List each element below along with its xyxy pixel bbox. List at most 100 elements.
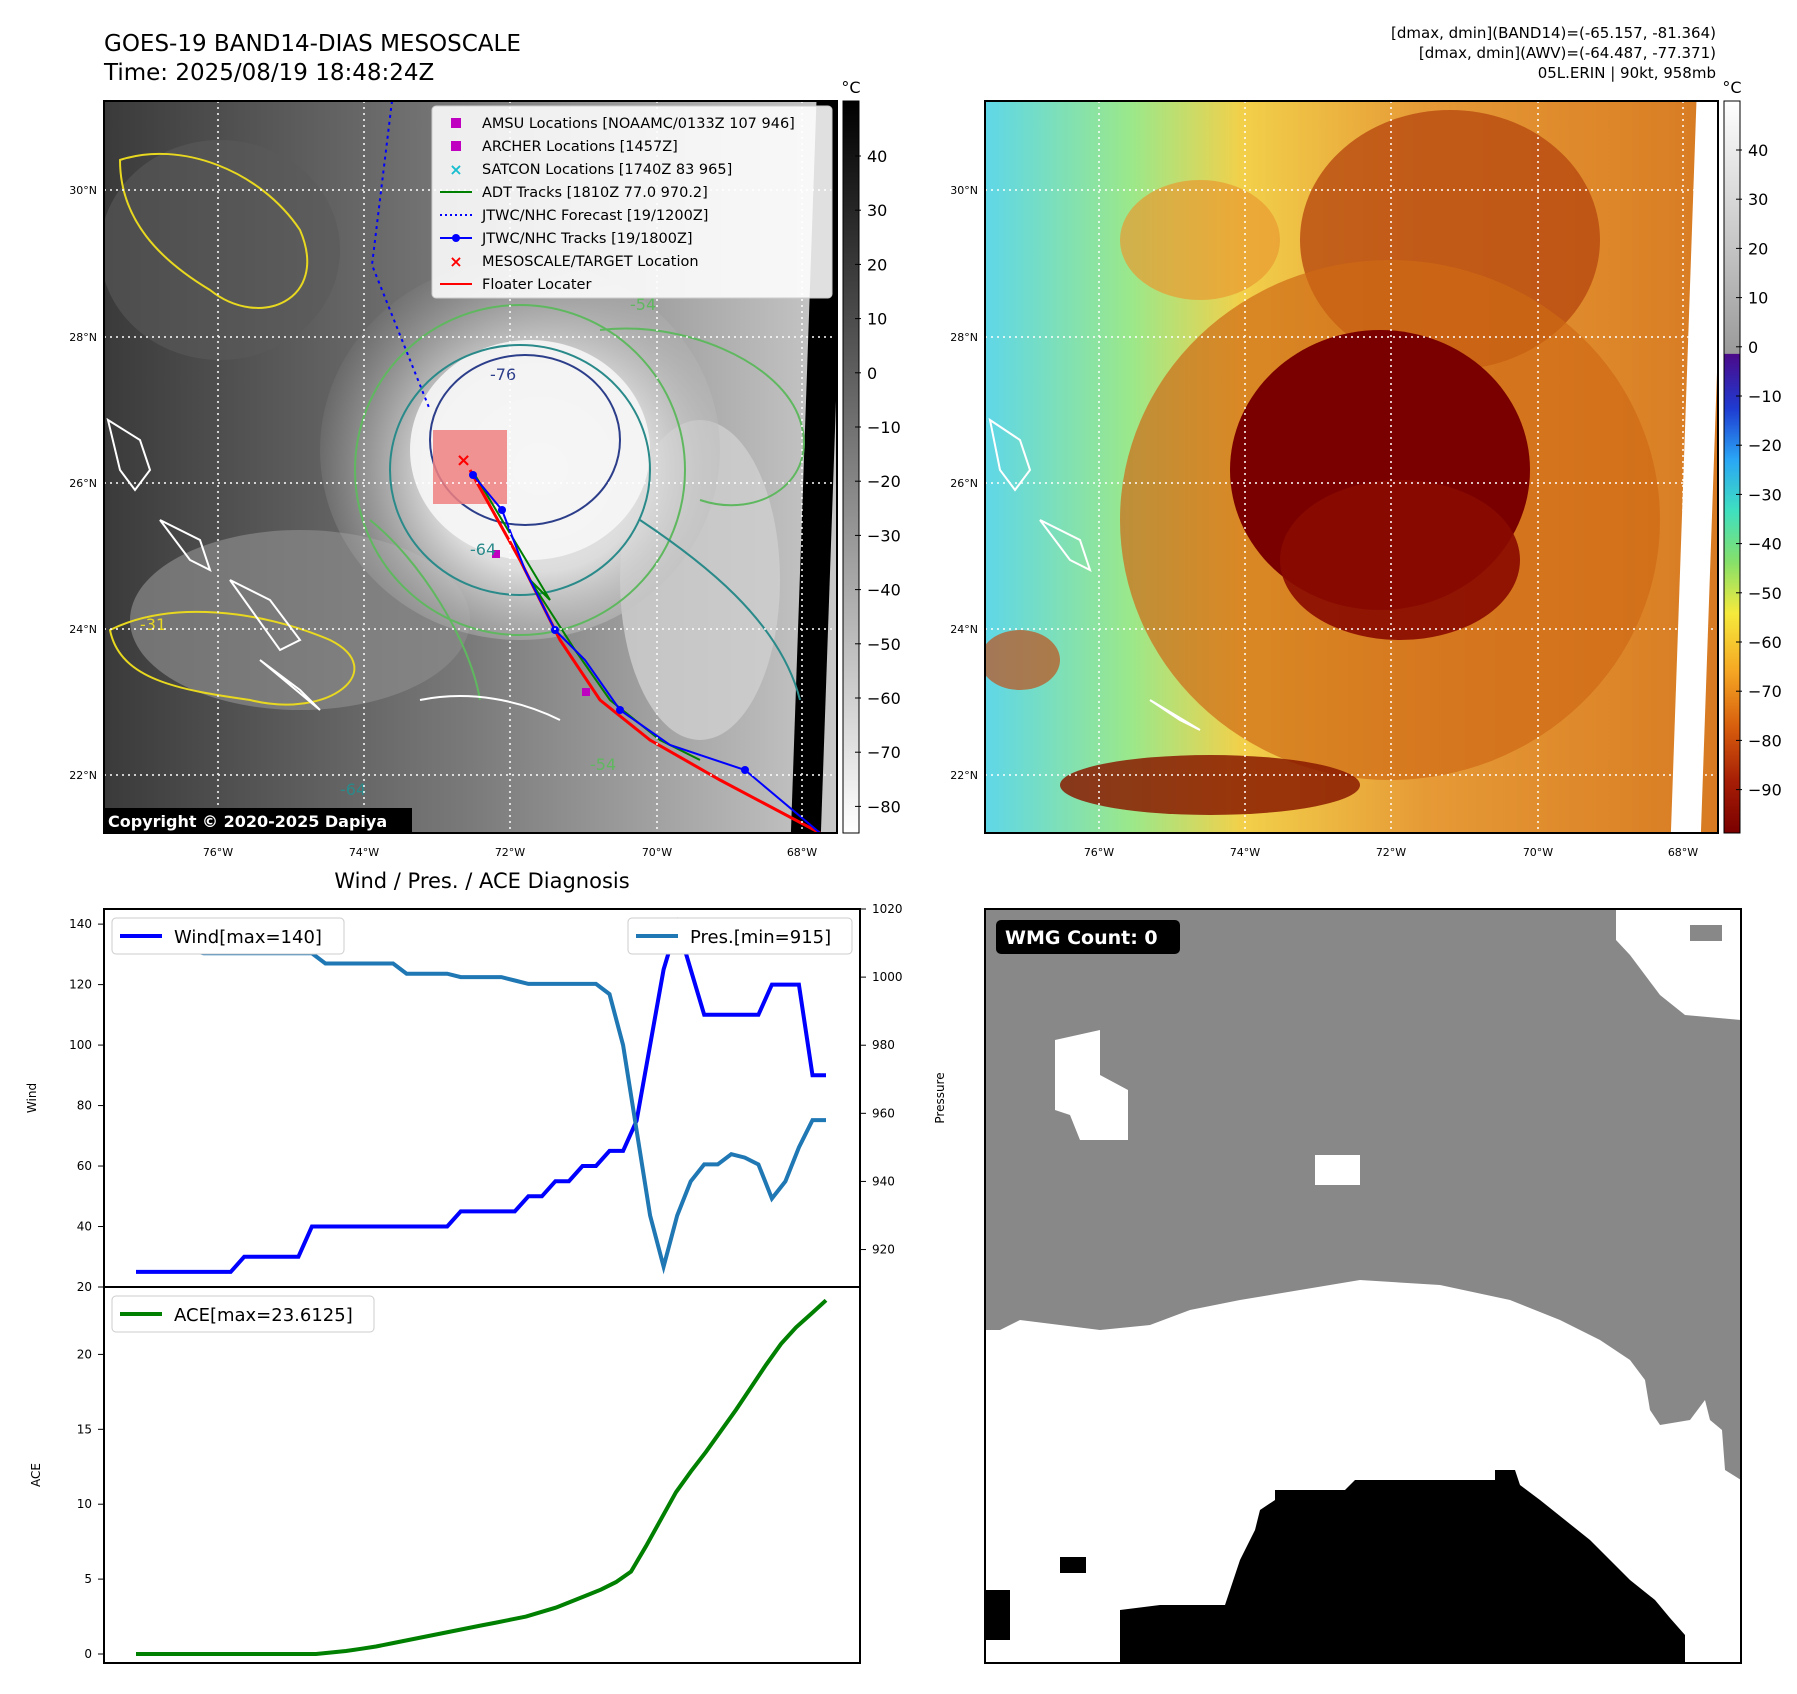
- ace-ylabel: ACE: [29, 1463, 43, 1487]
- wind-ytick: 120: [69, 978, 92, 992]
- contour-yellow-2: [108, 610, 356, 706]
- legend-label: MESOSCALE/TARGET Location: [482, 254, 699, 270]
- lon-label: 74°W: [349, 846, 379, 859]
- colorbar-tick: 30: [867, 201, 887, 220]
- ace-ytick: 20: [77, 1347, 92, 1361]
- wind-ytick: 80: [77, 1099, 92, 1113]
- lon-label: 70°W: [642, 846, 672, 859]
- contour-green: [354, 304, 686, 636]
- legend-label: Floater Locater: [482, 277, 591, 293]
- lon-label: 72°W: [495, 846, 525, 859]
- storm-info: 05L.ERIN | 90kt, 958mb: [1538, 64, 1716, 82]
- colorbar-tick: −80: [1748, 731, 1782, 750]
- ace-ytick: 0: [84, 1647, 92, 1661]
- copyright-box: [104, 808, 412, 832]
- colorbar-tick: 0: [867, 364, 877, 383]
- colorbar-tick: 30: [1748, 190, 1768, 209]
- colorbar-tick: 20: [1748, 239, 1768, 258]
- archer-marker: [492, 550, 500, 558]
- colorbar-tick: −40: [1748, 535, 1782, 554]
- wind-legend: Wind[max=140]: [111, 917, 345, 955]
- color-map-frame: [984, 100, 1719, 834]
- colorbar-tick: 40: [867, 147, 887, 166]
- lon-label: 74°W: [1230, 846, 1260, 859]
- wind-series: [136, 917, 826, 1274]
- ace-line: [136, 1298, 828, 1656]
- colorbar-gray-ticks: 40 30 20 10 0 −10 −20 −30 −40 −50 −60 −70 −80: [855, 147, 901, 816]
- wind-ytick: 60: [77, 1159, 92, 1173]
- contour-navy: [429, 354, 621, 526]
- wmg-panel: WMG Count: 0: [984, 908, 1742, 1664]
- pressure-ytick: 1000: [872, 970, 903, 984]
- mesoscale-target-marker: ×: [456, 450, 471, 471]
- ir-map-frame: [103, 100, 838, 834]
- legend-marker: ×: [449, 160, 462, 179]
- lon-label: 76°W: [203, 846, 233, 859]
- contour-teal: [389, 344, 651, 596]
- lat-label: 24°N: [69, 623, 97, 636]
- colorbar-tick: −70: [1748, 682, 1782, 701]
- ace-legend: ACE[max=23.6125]: [111, 1295, 375, 1333]
- contour-label-4: -54: [590, 755, 616, 774]
- series-line: [136, 917, 826, 1274]
- dmax-band14: [dmax, dmin](BAND14)=(-65.157, -81.364): [1391, 24, 1716, 42]
- wmg-count-label: WMG Count: 0: [1005, 927, 1158, 949]
- contour-label-2: -64: [470, 540, 496, 559]
- colorbar-color-unit: °C: [1722, 78, 1741, 97]
- amsu-marker: [582, 688, 590, 696]
- map2-gridlines: [985, 101, 1718, 833]
- colorbar-tick: −20: [1748, 436, 1782, 455]
- title-line2: Time: 2025/08/19 18:48:24Z: [103, 60, 434, 86]
- colorbar-tick: 10: [867, 310, 887, 329]
- ace-series: [136, 1298, 828, 1656]
- wind-ylabel: Wind: [25, 1083, 39, 1113]
- ace-frame: [103, 1286, 861, 1664]
- diagnosis-title: Wind / Pres. / ACE Diagnosis: [334, 869, 629, 893]
- colorbar-tick: −40: [867, 581, 901, 600]
- floater-box: [433, 430, 507, 504]
- wind-yticks: 20 40 60 80 100 120 140: [69, 917, 104, 1294]
- ace-chart: 0 5 10 15 20 ACE ACE[max=23.6125]: [29, 1286, 861, 1664]
- lon-label: 76°W: [1084, 846, 1114, 859]
- legend-label: ADT Tracks [1810Z 77.0 970.2]: [482, 185, 708, 201]
- pressure-ylabel: Pressure: [933, 1072, 947, 1123]
- wind-ytick: 40: [77, 1220, 92, 1234]
- lat-labels-right: 30°N 28°N 26°N 24°N 22°N: [950, 184, 978, 782]
- lat-label: 30°N: [950, 184, 978, 197]
- legend-label: JTWC/NHC Tracks [19/1800Z]: [481, 231, 693, 247]
- lat-label: 26°N: [69, 477, 97, 490]
- lat-label: 28°N: [69, 331, 97, 344]
- contour-yellow-1: [118, 152, 308, 309]
- legend-marker: [451, 141, 461, 151]
- ir-map-panel: × -54 -64 -31 -54 -64 -76 30°N 28°N 26°N 24…: [69, 78, 901, 859]
- legend-label: JTWC/NHC Forecast [19/1200Z]: [481, 208, 708, 224]
- legend-label: AMSU Locations [NOAAMC/0133Z 107 946]: [482, 116, 795, 132]
- colorbar-tick: −30: [867, 526, 901, 545]
- lat-label: 26°N: [950, 477, 978, 490]
- colorbar-tick: −90: [1748, 781, 1782, 800]
- colorbar-tick: −30: [1748, 485, 1782, 504]
- legend-label: ARCHER Locations [1457Z]: [482, 139, 678, 155]
- colorbar-gray: [842, 100, 860, 834]
- wmg-frame: [984, 908, 1742, 1664]
- wind-pressure-chart: 20 40 60 80 100 120 140 920 940 960 980 1000 1020 W…: [25, 902, 947, 1294]
- contour-label-3: -31: [140, 615, 166, 634]
- colorbar-tick: −50: [1748, 584, 1782, 603]
- pressure-ytick: 920: [872, 1243, 895, 1257]
- colorbar-tick: −70: [867, 743, 901, 762]
- lon-label: 72°W: [1376, 846, 1406, 859]
- contour-label-6: -76: [490, 365, 516, 384]
- wmg-count-box: [996, 920, 1180, 954]
- colorbar-tick: −60: [1748, 633, 1782, 652]
- lon-label: 70°W: [1523, 846, 1553, 859]
- lon-labels-right: 76°W 74°W 72°W 70°W 68°W: [1084, 846, 1698, 859]
- pressure-yticks: 920 940 960 980 1000 1020: [860, 902, 903, 1257]
- wmg-black-region: [1120, 1470, 1685, 1663]
- lat-label: 22°N: [69, 769, 97, 782]
- dmax-awv: [dmax, dmin](AWV)=(-64.487, -77.371): [1419, 44, 1716, 62]
- colorbar-tick: −50: [867, 635, 901, 654]
- colorbar-gray-unit: °C: [841, 78, 860, 97]
- copyright-text: Copyright © 2020-2025 Dapiya: [108, 812, 387, 831]
